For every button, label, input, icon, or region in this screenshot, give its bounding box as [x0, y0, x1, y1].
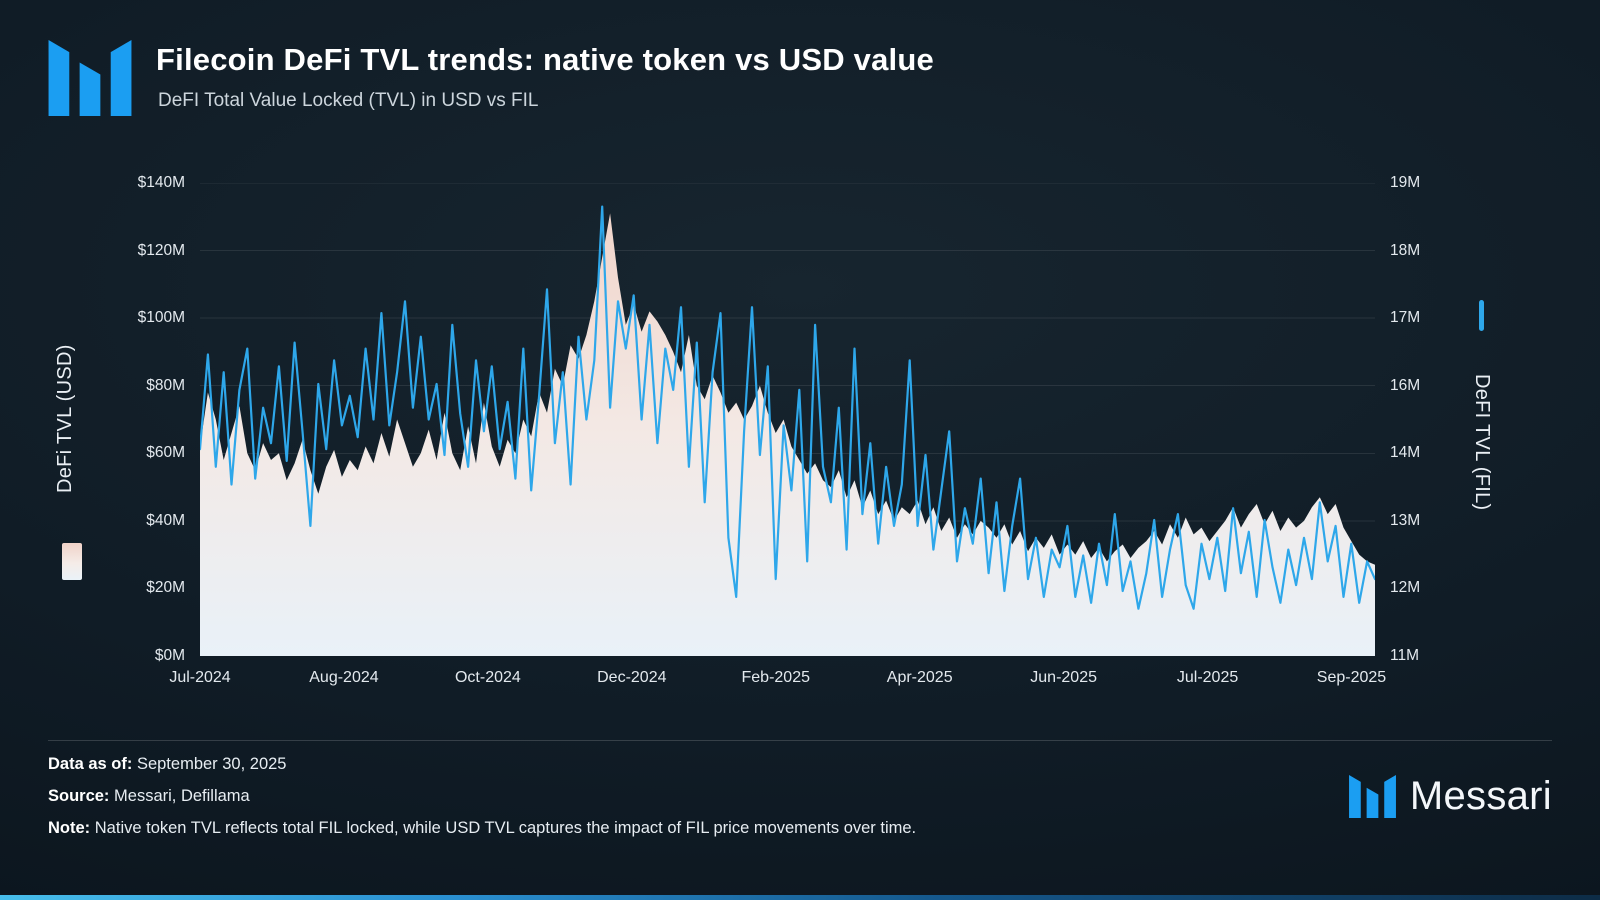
- x-axis-tick: Jul-2024: [169, 669, 231, 686]
- right-axis-tick: 14M: [1390, 444, 1421, 462]
- usd-area-legend-swatch: [62, 543, 82, 580]
- x-axis-ticks: Jul-2024 Aug-2024 Oct-2024 Dec-2024 Feb-2025…: [169, 669, 1386, 695]
- usd-area-series: [200, 213, 1375, 656]
- left-axis-tick: $20M: [146, 579, 185, 597]
- x-axis-tick: Sep-2025: [1316, 669, 1387, 686]
- page-subtitle: DeFI Total Value Locked (TVL) in USD vs …: [158, 90, 539, 111]
- note-row: Note: Native token TVL reflects total FI…: [48, 819, 916, 838]
- data-as-of-row: Data as of: September 30, 2025: [48, 755, 286, 774]
- right-axis-tick: 12M: [1390, 579, 1421, 597]
- data-as-of-label: Data as of:: [48, 755, 133, 773]
- x-axis-tick: Oct-2024: [454, 669, 521, 686]
- brand-wordmark: Messari: [1409, 774, 1552, 818]
- messari-logo-icon: [1348, 775, 1396, 818]
- page-title: Filecoin DeFi TVL trends: native token v…: [156, 42, 934, 77]
- x-axis-tick: Aug-2024: [309, 669, 379, 686]
- fil-line-legend-swatch: [1479, 300, 1484, 331]
- bottom-accent-strip: [0, 895, 1600, 900]
- right-axis-tick: 16M: [1390, 376, 1421, 394]
- messari-logo-icon: [48, 40, 132, 116]
- footer-divider: [48, 740, 1552, 741]
- x-axis-tick: Jul-2025: [1176, 669, 1239, 686]
- left-axis-tick: $0M: [154, 647, 185, 664]
- left-axis-tick: $80M: [146, 376, 185, 394]
- note-value: Native token TVL reflects total FIL lock…: [94, 819, 917, 837]
- right-axis-tick: 11M: [1390, 647, 1420, 664]
- x-axis-tick: Dec-2024: [597, 669, 667, 686]
- data-as-of-value: September 30, 2025: [136, 755, 287, 773]
- left-axis-ticks: $0M $20M $40M $60M $80M $100M $120M $140M: [88, 174, 185, 664]
- left-axis-title: DeFi TVL (USD): [54, 344, 76, 494]
- right-axis-tick: 17M: [1390, 309, 1421, 327]
- left-axis-tick: $60M: [146, 444, 185, 462]
- plot-area: [200, 183, 1375, 656]
- source-value: Messari, Defillama: [114, 787, 250, 805]
- left-axis-tick: $140M: [137, 174, 185, 191]
- brand-lockup: Messari: [1348, 774, 1552, 819]
- fil-line-series: [200, 205, 1375, 610]
- source-label: Source:: [48, 787, 110, 805]
- chart-canvas: [200, 183, 1375, 656]
- source-row: Source: Messari, Defillama: [48, 787, 250, 806]
- x-axis-tick: Feb-2025: [741, 669, 811, 686]
- right-axis-ticks: 11M 12M 13M 14M 16M 17M 18M 19M: [1390, 174, 1470, 664]
- note-label: Note:: [48, 819, 91, 837]
- x-axis-tick: Jun-2025: [1030, 669, 1097, 686]
- left-axis-tick: $100M: [137, 309, 185, 327]
- left-axis-tick: $120M: [137, 241, 185, 259]
- right-axis-title: DeFI TVL (FIL): [1471, 373, 1493, 511]
- x-axis-tick: Apr-2025: [886, 669, 953, 686]
- right-axis-tick: 13M: [1390, 511, 1421, 529]
- right-axis-tick: 19M: [1390, 174, 1421, 191]
- left-axis-tick: $40M: [146, 511, 185, 529]
- right-axis-tick: 18M: [1390, 241, 1421, 259]
